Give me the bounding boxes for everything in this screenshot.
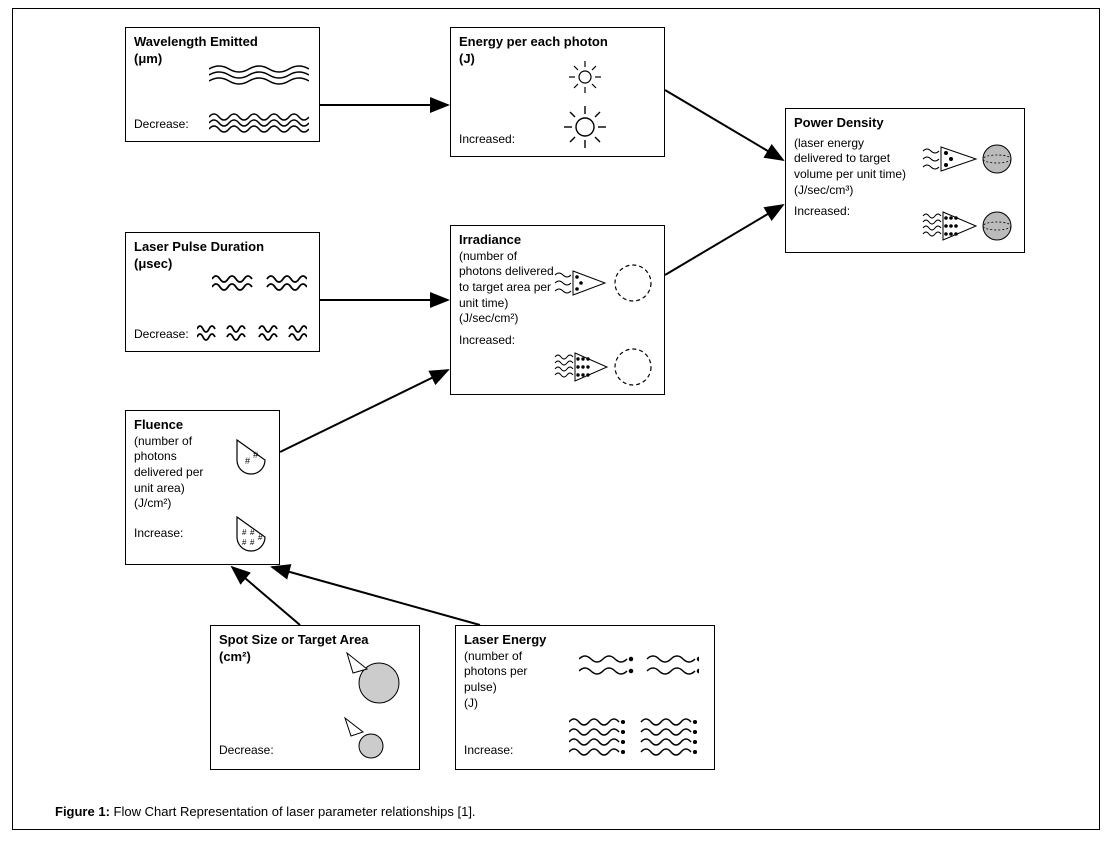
drop-dense-icon: ## ## #	[231, 513, 271, 558]
irradiance-title: Irradiance	[459, 232, 656, 249]
svg-text:#: #	[242, 528, 247, 537]
sun-large-icon	[561, 103, 609, 151]
caption-label: Figure 1:	[55, 804, 110, 819]
power-density-desc: (laser energy delivered to target volume…	[794, 136, 914, 183]
power-density-unit: (J/sec/cm³)	[794, 183, 1016, 199]
node-spot-size: Spot Size or Target Area (cm²) Decrease:	[210, 625, 420, 770]
fluence-title: Fluence	[134, 417, 271, 434]
caption-text: Flow Chart Representation of laser param…	[114, 804, 476, 819]
svg-text:#: #	[250, 528, 255, 537]
irradiance-unit: (J/sec/cm²)	[459, 311, 656, 327]
svg-text:#: #	[242, 538, 247, 547]
drop-sparse-icon: ##	[231, 436, 271, 481]
energy-photon-change: Increased:	[459, 132, 515, 148]
fluence-desc: (number of photons delivered per unit ar…	[134, 434, 224, 496]
node-laser-energy: Laser Energy (number of photons per puls…	[455, 625, 715, 770]
laser-energy-title: Laser Energy	[464, 632, 706, 649]
sun-small-icon	[566, 58, 604, 96]
laser-energy-unit: (J)	[464, 696, 706, 712]
spot-small-icon	[339, 716, 389, 761]
pulse-long-icon	[212, 273, 307, 295]
beam-sphere-low-icon	[921, 139, 1016, 179]
pulse-duration-change: Decrease:	[134, 327, 189, 343]
node-power-density: Power Density (laser energy delivered to…	[785, 108, 1025, 253]
spot-size-title: Spot Size or Target Area	[219, 632, 411, 649]
wavelength-change: Decrease:	[134, 117, 189, 133]
fluence-unit: (J/cm²)	[134, 496, 271, 512]
laser-energy-change: Increase:	[464, 743, 513, 759]
photons-few-icon	[579, 651, 699, 681]
photons-many-icon	[569, 716, 699, 761]
node-wavelength: Wavelength Emitted (μm) Decrease:	[125, 27, 320, 142]
wavelength-title: Wavelength Emitted	[134, 34, 311, 51]
pulse-short-icon	[197, 323, 307, 345]
node-energy-photon: Energy per each photon (J) Increased:	[450, 27, 665, 157]
svg-text:#: #	[245, 456, 250, 466]
pulse-duration-unit: (μsec)	[134, 256, 311, 273]
pulse-duration-title: Laser Pulse Duration	[134, 239, 311, 256]
beam-circle-low-icon	[553, 261, 658, 306]
figure-caption: Figure 1: Flow Chart Representation of l…	[55, 804, 476, 819]
beam-circle-high-icon	[553, 345, 658, 390]
beam-sphere-high-icon	[921, 206, 1016, 246]
energy-photon-title: Energy per each photon	[459, 34, 656, 51]
wave-short-icon	[209, 111, 309, 135]
svg-text:#: #	[253, 450, 258, 460]
wave-long-icon	[209, 63, 309, 87]
node-fluence: Fluence (number of photons delivered per…	[125, 410, 280, 565]
energy-photon-unit: (J)	[459, 51, 656, 68]
laser-energy-desc: (number of photons per pulse)	[464, 649, 544, 696]
node-irradiance: Irradiance (number of photons delivered …	[450, 225, 665, 395]
irradiance-desc: (number of photons delivered to target a…	[459, 249, 554, 311]
spot-large-icon	[339, 651, 404, 706]
power-density-title: Power Density	[794, 115, 1016, 132]
spot-size-change: Decrease:	[219, 743, 274, 759]
svg-text:#: #	[250, 538, 255, 547]
svg-text:#: #	[258, 533, 263, 542]
node-pulse-duration: Laser Pulse Duration (μsec) Decrease:	[125, 232, 320, 352]
